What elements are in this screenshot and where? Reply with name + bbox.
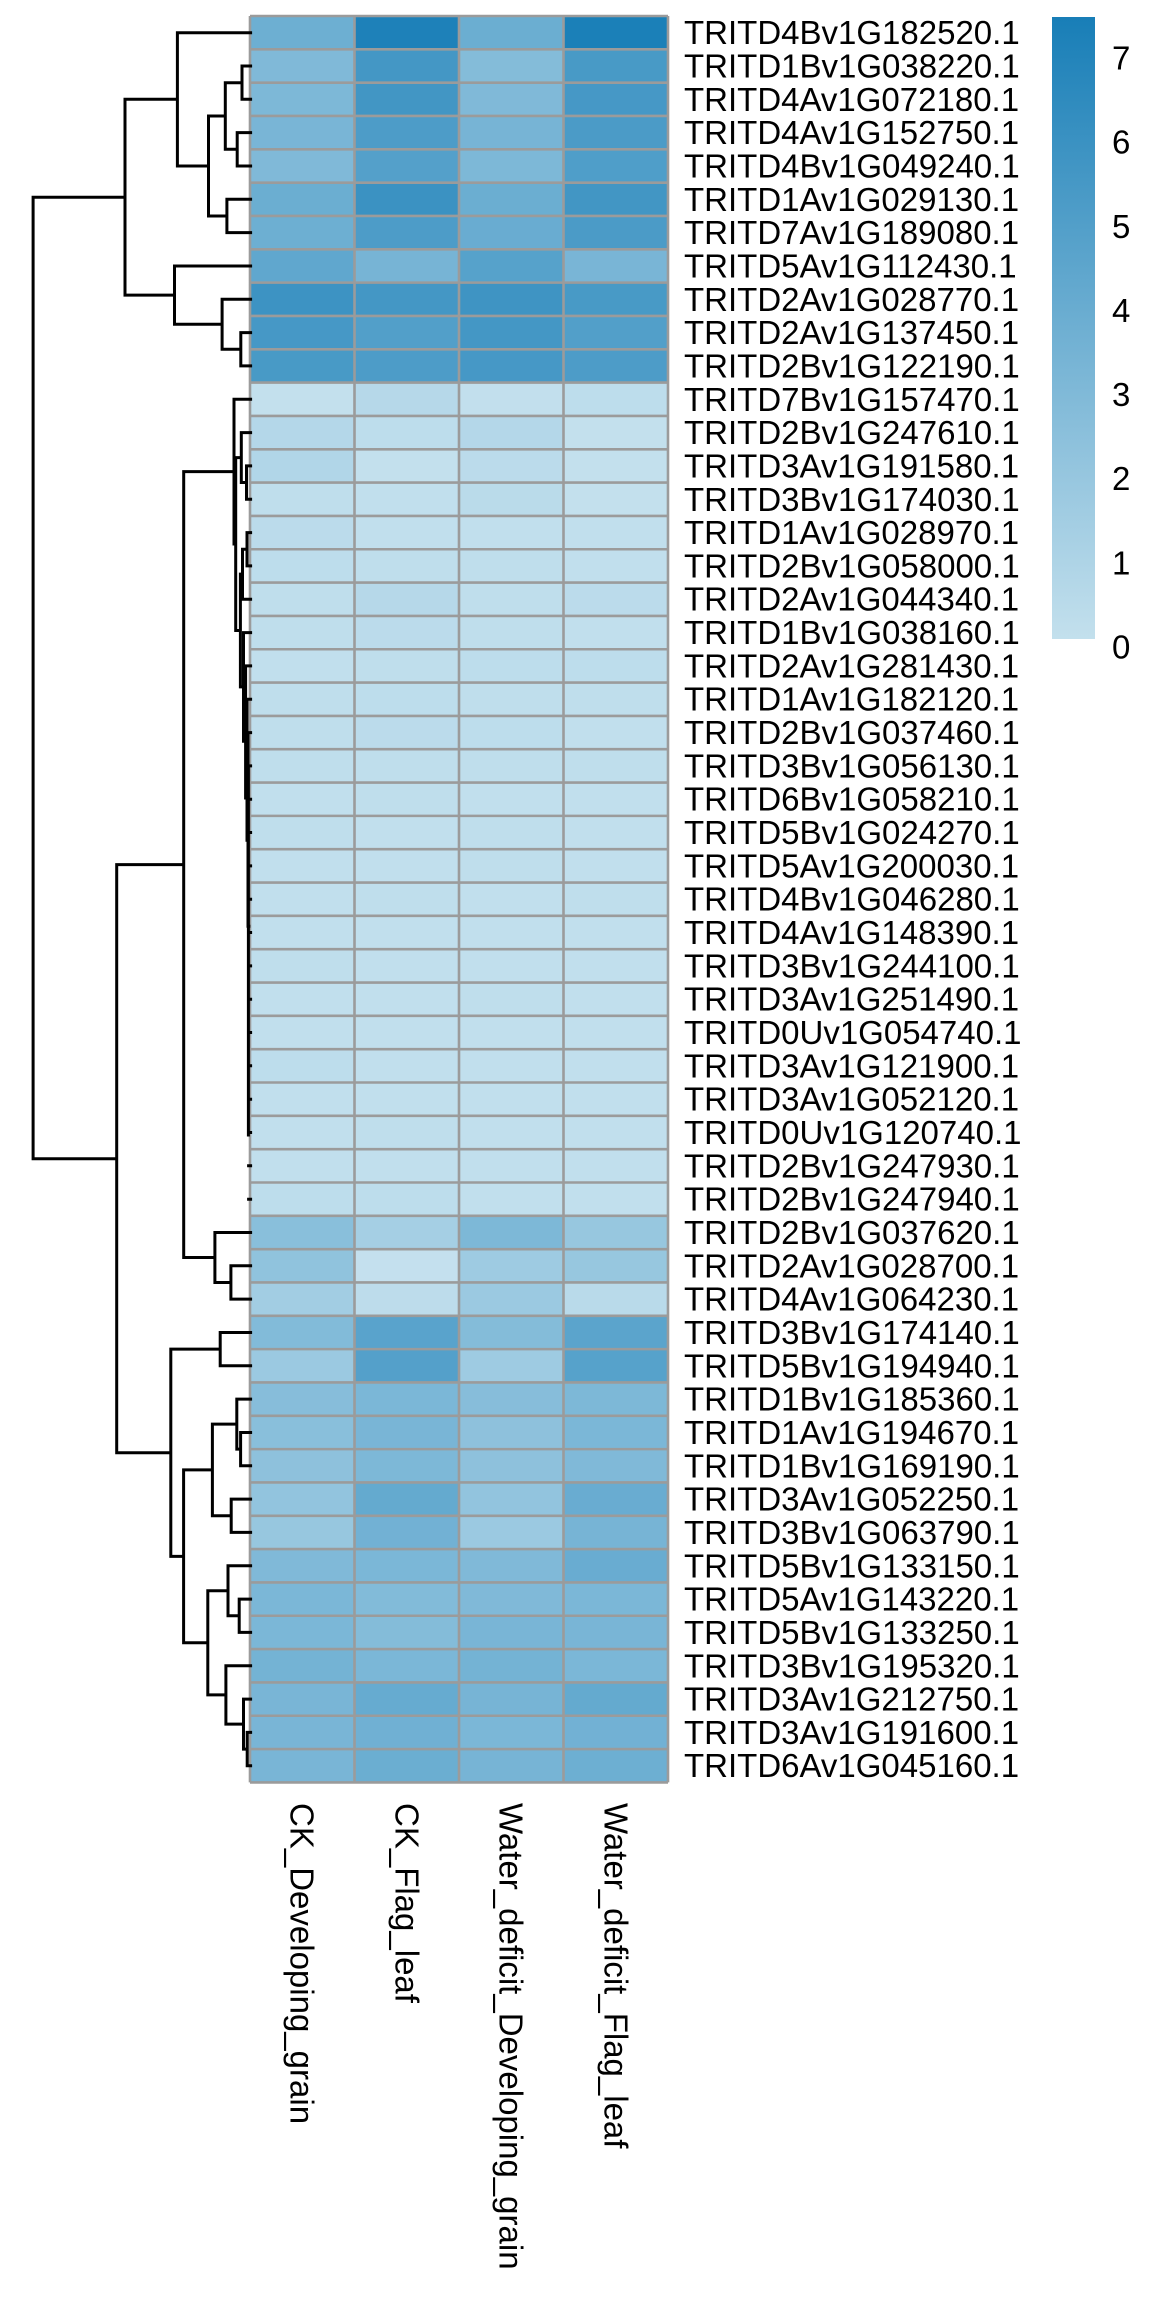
- svg-text:TRITD2Bv1G247930.1: TRITD2Bv1G247930.1: [684, 1147, 1020, 1184]
- svg-text:TRITD2Bv1G058000.1: TRITD2Bv1G058000.1: [684, 547, 1020, 584]
- svg-text:TRITD5Bv1G194940.1: TRITD5Bv1G194940.1: [684, 1347, 1020, 1384]
- svg-text:1: 1: [1112, 544, 1130, 581]
- svg-text:TRITD5Bv1G133250.1: TRITD5Bv1G133250.1: [684, 1614, 1020, 1651]
- svg-text:Water_deficit_Developing_grain: Water_deficit_Developing_grain: [493, 1803, 530, 2270]
- svg-text:0: 0: [1112, 629, 1130, 666]
- svg-text:TRITD6Av1G045160.1: TRITD6Av1G045160.1: [684, 1747, 1019, 1784]
- svg-text:TRITD3Bv1G244100.1: TRITD3Bv1G244100.1: [684, 947, 1020, 984]
- svg-text:TRITD7Bv1G157470.1: TRITD7Bv1G157470.1: [684, 381, 1020, 418]
- svg-text:TRITD2Bv1G037620.1: TRITD2Bv1G037620.1: [684, 1214, 1020, 1251]
- svg-text:5: 5: [1112, 208, 1130, 245]
- svg-text:TRITD1Av1G029130.1: TRITD1Av1G029130.1: [684, 181, 1019, 218]
- svg-text:TRITD3Av1G052250.1: TRITD3Av1G052250.1: [684, 1481, 1019, 1518]
- svg-text:TRITD2Bv1G122190.1: TRITD2Bv1G122190.1: [684, 347, 1020, 384]
- svg-text:TRITD2Bv1G247940.1: TRITD2Bv1G247940.1: [684, 1181, 1020, 1218]
- svg-text:TRITD4Bv1G049240.1: TRITD4Bv1G049240.1: [684, 148, 1020, 185]
- svg-text:TRITD4Av1G072180.1: TRITD4Av1G072180.1: [684, 81, 1019, 118]
- svg-text:TRITD3Av1G052120.1: TRITD3Av1G052120.1: [684, 1081, 1019, 1118]
- svg-text:6: 6: [1112, 124, 1130, 161]
- svg-text:TRITD2Av1G281430.1: TRITD2Av1G281430.1: [684, 647, 1019, 684]
- svg-text:2: 2: [1112, 460, 1130, 497]
- svg-text:TRITD4Av1G064230.1: TRITD4Av1G064230.1: [684, 1281, 1019, 1318]
- svg-text:4: 4: [1112, 292, 1130, 329]
- svg-text:TRITD3Bv1G056130.1: TRITD3Bv1G056130.1: [684, 747, 1020, 784]
- svg-text:TRITD0Uv1G054740.1: TRITD0Uv1G054740.1: [684, 1014, 1022, 1051]
- svg-text:TRITD5Av1G143220.1: TRITD5Av1G143220.1: [684, 1581, 1019, 1618]
- svg-text:TRITD1Bv1G038220.1: TRITD1Bv1G038220.1: [684, 48, 1020, 85]
- svg-text:TRITD2Av1G028700.1: TRITD2Av1G028700.1: [684, 1247, 1019, 1284]
- svg-text:TRITD3Bv1G063790.1: TRITD3Bv1G063790.1: [684, 1514, 1020, 1551]
- svg-text:TRITD3Av1G212750.1: TRITD3Av1G212750.1: [684, 1681, 1019, 1718]
- svg-text:TRITD2Av1G028770.1: TRITD2Av1G028770.1: [684, 281, 1019, 318]
- svg-text:TRITD2Bv1G247610.1: TRITD2Bv1G247610.1: [684, 414, 1020, 451]
- svg-text:TRITD5Av1G112430.1: TRITD5Av1G112430.1: [684, 248, 1017, 285]
- svg-text:TRITD1Bv1G038160.1: TRITD1Bv1G038160.1: [684, 614, 1020, 651]
- svg-text:TRITD2Bv1G037460.1: TRITD2Bv1G037460.1: [684, 714, 1020, 751]
- svg-text:TRITD1Av1G194670.1: TRITD1Av1G194670.1: [684, 1414, 1019, 1451]
- svg-text:Water_deficit_Flag_leaf: Water_deficit_Flag_leaf: [597, 1803, 634, 2149]
- svg-text:TRITD5Av1G200030.1: TRITD5Av1G200030.1: [684, 847, 1019, 884]
- svg-text:TRITD6Bv1G058210.1: TRITD6Bv1G058210.1: [684, 781, 1020, 818]
- svg-text:TRITD4Bv1G182520.1: TRITD4Bv1G182520.1: [684, 14, 1020, 51]
- svg-text:TRITD3Bv1G174140.1: TRITD3Bv1G174140.1: [684, 1314, 1020, 1351]
- svg-text:CK_Flag_leaf: CK_Flag_leaf: [388, 1803, 425, 2004]
- svg-text:TRITD4Av1G148390.1: TRITD4Av1G148390.1: [684, 914, 1019, 951]
- svg-text:TRITD3Bv1G174030.1: TRITD3Bv1G174030.1: [684, 481, 1020, 518]
- svg-text:TRITD1Av1G182120.1: TRITD1Av1G182120.1: [684, 681, 1019, 718]
- svg-text:TRITD3Av1G251490.1: TRITD3Av1G251490.1: [684, 981, 1019, 1018]
- svg-text:TRITD7Av1G189080.1: TRITD7Av1G189080.1: [684, 214, 1019, 251]
- svg-text:3: 3: [1112, 376, 1130, 413]
- svg-text:TRITD2Av1G044340.1: TRITD2Av1G044340.1: [684, 581, 1019, 618]
- svg-text:7: 7: [1112, 40, 1130, 77]
- svg-text:TRITD1Bv1G185360.1: TRITD1Bv1G185360.1: [684, 1381, 1020, 1418]
- svg-text:TRITD5Bv1G024270.1: TRITD5Bv1G024270.1: [684, 814, 1020, 851]
- svg-text:TRITD3Av1G191580.1: TRITD3Av1G191580.1: [684, 447, 1019, 484]
- svg-text:TRITD1Av1G028970.1: TRITD1Av1G028970.1: [684, 514, 1019, 551]
- svg-text:TRITD5Bv1G133150.1: TRITD5Bv1G133150.1: [684, 1547, 1020, 1584]
- svg-text:TRITD3Bv1G195320.1: TRITD3Bv1G195320.1: [684, 1647, 1020, 1684]
- svg-text:TRITD3Av1G121900.1: TRITD3Av1G121900.1: [684, 1047, 1019, 1084]
- svg-text:TRITD4Av1G152750.1: TRITD4Av1G152750.1: [684, 114, 1019, 151]
- svg-text:CK_Developing_grain: CK_Developing_grain: [284, 1803, 321, 2124]
- svg-text:TRITD4Bv1G046280.1: TRITD4Bv1G046280.1: [684, 881, 1020, 918]
- svg-text:TRITD2Av1G137450.1: TRITD2Av1G137450.1: [684, 314, 1019, 351]
- svg-text:TRITD3Av1G191600.1: TRITD3Av1G191600.1: [684, 1714, 1019, 1751]
- svg-text:TRITD1Bv1G169190.1: TRITD1Bv1G169190.1: [684, 1447, 1020, 1484]
- svg-text:TRITD0Uv1G120740.1: TRITD0Uv1G120740.1: [684, 1114, 1022, 1151]
